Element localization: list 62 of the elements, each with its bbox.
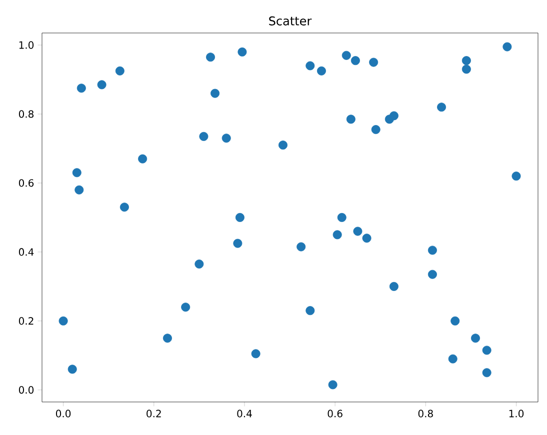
- point: [512, 172, 521, 181]
- point: [437, 102, 446, 112]
- x-tick-label: 0.2: [146, 410, 161, 418]
- point: [138, 154, 148, 164]
- point: [194, 260, 204, 269]
- point: [482, 346, 492, 355]
- x-tick-label: 0.4: [237, 410, 252, 418]
- point: [502, 42, 512, 52]
- point: [222, 134, 231, 143]
- point: [448, 354, 458, 364]
- point: [235, 212, 244, 222]
- point: [362, 234, 372, 243]
- point: [482, 368, 492, 378]
- x-tick-label: 1.0: [509, 410, 524, 418]
- y-tick-label: 0.0: [18, 386, 34, 394]
- point: [74, 185, 84, 194]
- point: [306, 306, 315, 316]
- point: [199, 132, 208, 141]
- point: [462, 64, 471, 74]
- y-tick-label: 0.8: [18, 110, 34, 118]
- point: [115, 66, 124, 76]
- point: [470, 334, 480, 343]
- x-tick-label: 0.8: [418, 410, 433, 418]
- point: [389, 282, 398, 291]
- x-tick-label: 0.0: [56, 410, 71, 418]
- x-tick-label: 0.6: [328, 410, 342, 418]
- point: [72, 168, 82, 178]
- point: [337, 212, 346, 222]
- point: [428, 246, 437, 255]
- point: [462, 56, 471, 66]
- point: [306, 61, 315, 70]
- point: [353, 226, 362, 236]
- point: [369, 58, 378, 67]
- point: [342, 50, 351, 60]
- point: [238, 47, 247, 56]
- point: [278, 140, 288, 150]
- point: [346, 114, 356, 124]
- point: [68, 364, 77, 374]
- point: [428, 270, 437, 279]
- point: [97, 80, 106, 90]
- point: [296, 242, 306, 252]
- point: [58, 316, 68, 326]
- point: [206, 52, 216, 62]
- point: [328, 380, 338, 390]
- point: [350, 56, 360, 66]
- y-tick-label: 1.0: [19, 41, 34, 49]
- point: [332, 230, 342, 240]
- y-tick-label: 0.4: [18, 248, 34, 256]
- point: [233, 238, 242, 248]
- point: [162, 334, 172, 343]
- point: [251, 349, 260, 358]
- point: [210, 88, 220, 98]
- point: [371, 125, 380, 134]
- point: [76, 84, 86, 93]
- chart-title: Scatter: [269, 16, 312, 26]
- point: [450, 316, 460, 326]
- point: [316, 66, 326, 76]
- point: [181, 302, 190, 312]
- y-tick-label: 0.2: [18, 317, 34, 325]
- point: [389, 111, 398, 120]
- point: [120, 202, 129, 212]
- y-tick-label: 0.6: [18, 179, 34, 187]
